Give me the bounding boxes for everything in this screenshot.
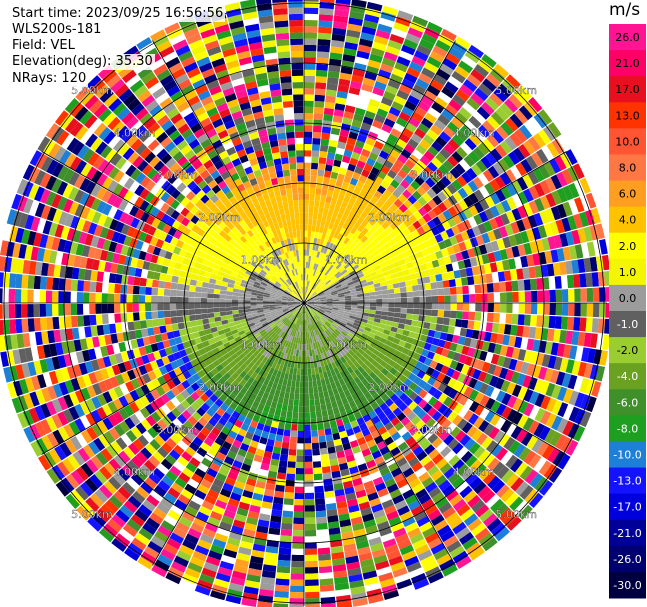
- range-rings-grid: [1, 0, 607, 606]
- range-ring-labels: 1.00km 1.00km 1.00km 1.00km 2.00km 2.00km 2.00…: [71, 84, 537, 522]
- range-ring-label: 5.00km: [71, 84, 113, 97]
- azimuth-spoke: [41, 151, 305, 304]
- range-ring-label: 2.00km: [198, 211, 240, 224]
- azimuth-spoke: [303, 302, 456, 566]
- range-ring-label: 5.00km: [495, 508, 537, 521]
- azimuth-spoke: [303, 151, 567, 304]
- azimuth-spoke: [152, 40, 305, 304]
- range-ring-label: 4.00km: [453, 466, 495, 479]
- azimuth-spoke: [303, 302, 567, 455]
- range-ring-label: 1.00km: [326, 254, 368, 267]
- range-ring-label: 3.00km: [410, 169, 452, 182]
- range-ring-label: 1.00km: [241, 338, 283, 351]
- range-ring-label: 5.00km: [495, 84, 537, 97]
- range-ring-label: 2.00km: [368, 381, 410, 394]
- nrays-text: NRays: 120: [10, 71, 89, 87]
- start-time-text: Start time: 2023/09/25 16:56:56: [10, 6, 226, 22]
- azimuth-spoke: [41, 302, 305, 455]
- colorbar-unit: m/s: [609, 0, 641, 20]
- range-ring-label: 4.00km: [114, 126, 156, 139]
- azimuth-spoke: [303, 40, 456, 304]
- range-ring-label: 2.00km: [368, 211, 410, 224]
- noise-gates: [0, 0, 612, 607]
- range-ring-label: 3.00km: [156, 169, 198, 182]
- field-text: Field: VEL: [10, 38, 77, 54]
- range-ring-label: 3.00km: [156, 423, 198, 436]
- azimuth-spoke: [152, 302, 305, 566]
- range-ring-label: 3.00km: [410, 423, 452, 436]
- range-ring-label: 1.00km: [241, 254, 283, 267]
- range-ring-label: 2.00km: [198, 381, 240, 394]
- range-ring-label: 4.00km: [114, 466, 156, 479]
- range-ring-label: 5.00km: [71, 508, 113, 521]
- elevation-text: Elevation(deg): 35.30: [10, 54, 155, 70]
- range-ring-label: 4.00km: [453, 126, 495, 139]
- range-ring-label: 1.00km: [326, 338, 368, 351]
- instrument-text: WLS200s-181: [10, 22, 104, 38]
